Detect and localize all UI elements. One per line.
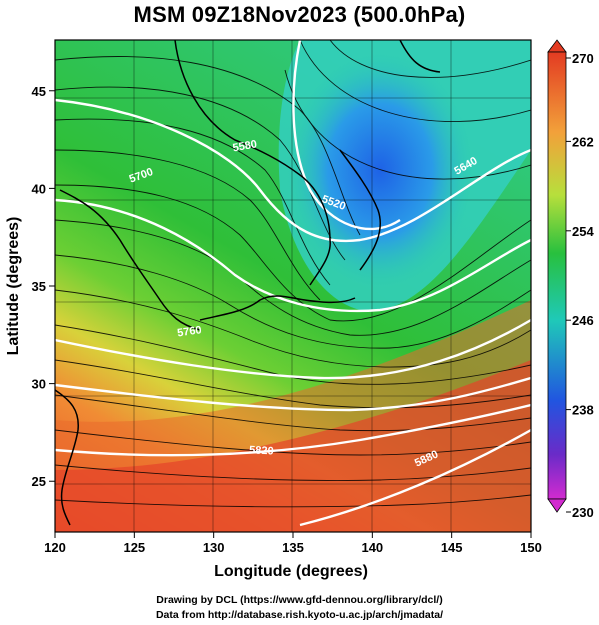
y-tick-label: 45 (32, 84, 46, 99)
colorbar-tick-label: 270 (572, 51, 594, 66)
colorbar-scale (547, 51, 567, 500)
plot-area (55, 40, 531, 532)
y-tick-label: 35 (32, 279, 46, 294)
colorbar-bottom-arrow (547, 498, 567, 513)
contour-label: 5760 (176, 324, 202, 339)
streamlines (55, 40, 531, 508)
contour-label: 5820 (249, 444, 274, 457)
colorbar-tick-label: 262 (572, 134, 594, 149)
chart-title: MSM 09Z18Nov2023 (500.0hPa) (133, 2, 466, 27)
x-tick-label: 145 (441, 540, 463, 555)
coastlines (55, 40, 441, 526)
colorbar-tick-label: 254 (572, 224, 594, 239)
colorbar-tick-label: 238 (572, 403, 594, 418)
y-tick-label: 30 (32, 377, 46, 392)
x-tick-label: 130 (203, 540, 225, 555)
x-axis-label: Longitude (degrees) (214, 563, 368, 580)
grid-lines (55, 40, 531, 532)
x-tick-label: 140 (361, 540, 383, 555)
x-tick-label: 135 (282, 540, 304, 555)
x-tick-label: 120 (44, 540, 66, 555)
y-tick-label: 40 (32, 181, 46, 196)
x-tick-label: 150 (520, 540, 542, 555)
credit-drawing: Drawing by DCL (https://www.gfd-dennou.o… (156, 594, 443, 606)
y-tick-label: 25 (32, 474, 46, 489)
contour-label: 5580 (232, 138, 258, 154)
colorbar-tick-label: 246 (572, 313, 594, 328)
x-axis-ticks: 120 125 130 135 140 145 150 (44, 532, 542, 555)
colorbar-top-arrow (547, 39, 567, 53)
colorbar-ticks: 270 262 254 246 238 230 (566, 51, 594, 520)
x-tick-label: 125 (123, 540, 145, 555)
contour-lines (55, 40, 531, 527)
colorbar-tick-label: 230 (572, 505, 594, 520)
y-axis-label: Latitude (degrees) (5, 217, 22, 356)
colorbar: 270 262 254 246 238 230 (547, 39, 594, 520)
credit-data: Data from http://database.rish.kyoto-u.a… (155, 609, 444, 621)
y-axis-ticks: 25 30 35 40 45 (32, 84, 55, 489)
